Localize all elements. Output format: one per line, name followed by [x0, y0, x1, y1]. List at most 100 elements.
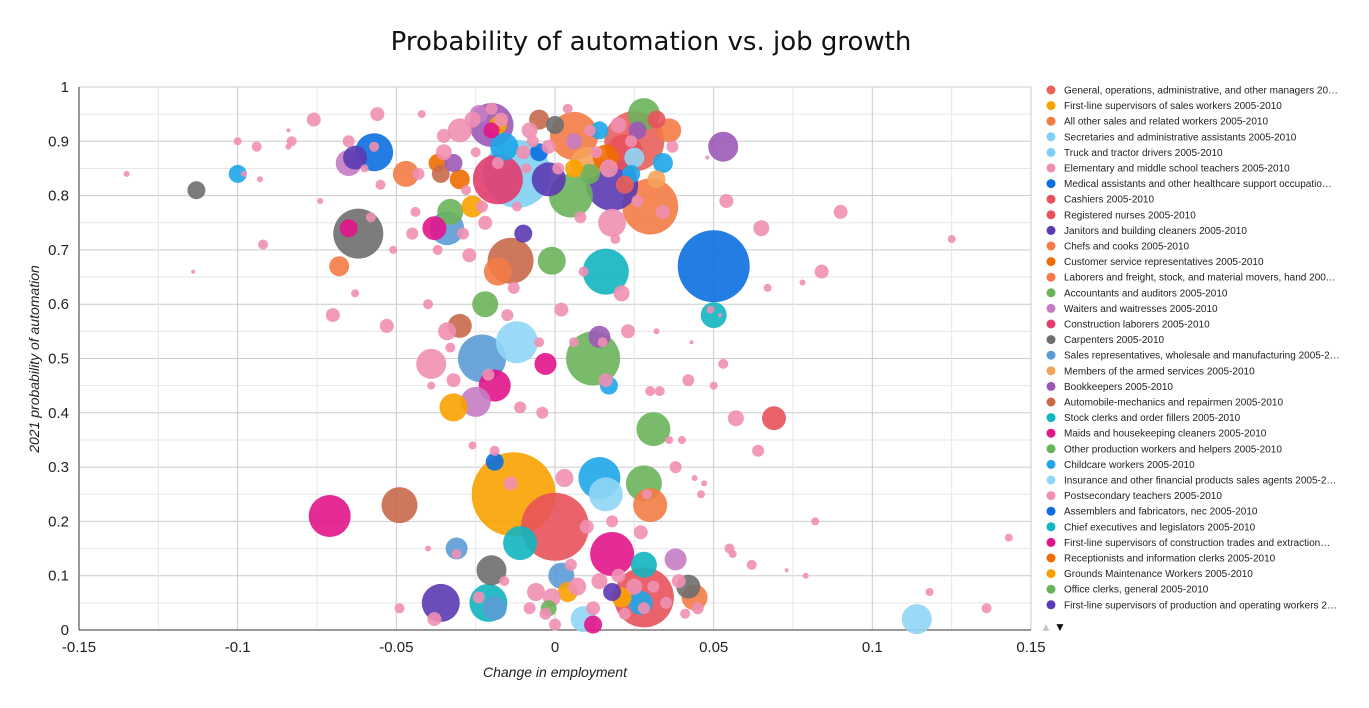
bubble[interactable] [482, 596, 507, 621]
bubble[interactable] [258, 239, 269, 250]
bubble[interactable] [666, 140, 679, 153]
bubble[interactable] [566, 133, 582, 150]
legend-item[interactable]: Office clerks, general 2005-2010 [1046, 584, 1209, 596]
legend-item[interactable]: Other production workers and helpers 200… [1046, 444, 1283, 455]
bubble[interactable] [476, 200, 488, 213]
bubble[interactable] [598, 373, 613, 388]
legend-prev-page-icon[interactable]: ▲ [1040, 620, 1052, 634]
legend-item[interactable]: Automobile-mechanics and repairmen 2005-… [1046, 397, 1284, 409]
bubble[interactable] [436, 128, 451, 143]
legend-item[interactable]: Chief executives and legislators 2005-20… [1046, 522, 1256, 533]
legend-item[interactable]: Janitors and building cleaners 2005-2010 [1046, 225, 1248, 237]
bubble[interactable] [569, 337, 579, 348]
bubble[interactable] [472, 291, 499, 318]
bubble[interactable] [468, 441, 477, 450]
bubble[interactable] [412, 167, 425, 180]
bubble[interactable] [628, 121, 647, 140]
bubble[interactable] [435, 144, 452, 161]
bubble[interactable] [489, 445, 500, 456]
bubble[interactable] [431, 164, 450, 183]
bubble[interactable] [483, 122, 500, 139]
bubble[interactable] [329, 256, 350, 277]
bubble[interactable] [445, 537, 468, 560]
bubble[interactable] [718, 313, 722, 318]
bubble[interactable] [598, 208, 627, 237]
bubble[interactable] [503, 476, 518, 491]
bubble[interactable] [360, 164, 369, 173]
bubble[interactable] [652, 153, 673, 173]
bubble[interactable] [447, 118, 472, 143]
bubble[interactable] [689, 340, 694, 345]
bubble[interactable] [677, 436, 686, 444]
legend-item[interactable]: Customer service representatives 2005-20… [1046, 257, 1264, 268]
bubble[interactable] [981, 603, 992, 614]
bubble[interactable] [664, 548, 687, 571]
bubble[interactable] [597, 337, 608, 348]
bubble[interactable] [669, 461, 682, 474]
bubble[interactable] [187, 181, 206, 200]
bubble[interactable] [317, 198, 324, 204]
bubble[interactable] [514, 224, 533, 243]
bubble[interactable] [285, 143, 292, 150]
bubble[interactable] [438, 322, 457, 341]
bubble[interactable] [494, 112, 509, 127]
bubble[interactable] [462, 248, 477, 263]
bubble[interactable] [406, 227, 419, 240]
bubble[interactable] [606, 515, 619, 528]
bubble[interactable] [541, 139, 556, 154]
legend-item[interactable]: General, operations, administrative, and… [1046, 85, 1339, 97]
bubble[interactable] [490, 132, 519, 161]
bubble[interactable] [925, 588, 934, 596]
legend-item[interactable]: Laborers and freight, stock, and materia… [1046, 272, 1336, 284]
bubble[interactable] [564, 558, 577, 571]
bubble[interactable] [654, 386, 665, 397]
bubble[interactable] [233, 137, 242, 146]
bubble[interactable] [554, 302, 569, 317]
bubble[interactable] [457, 227, 469, 240]
bubble[interactable] [339, 219, 358, 238]
bubble[interactable] [647, 580, 660, 593]
bubble[interactable] [727, 410, 744, 427]
bubble[interactable] [485, 452, 504, 471]
legend-item[interactable]: Bookkeepers 2005-2010 [1046, 381, 1174, 393]
bubble[interactable] [613, 285, 630, 302]
bubble[interactable] [421, 583, 460, 622]
legend-item[interactable]: Childcare workers 2005-2010 [1046, 459, 1196, 471]
bubble[interactable] [460, 386, 491, 417]
legend-item[interactable]: Construction laborers 2005-2010 [1046, 319, 1211, 331]
bubble[interactable] [814, 264, 829, 279]
legend-item[interactable]: Carpenters 2005-2010 [1046, 335, 1165, 346]
bubble[interactable] [645, 386, 656, 397]
legend-item[interactable]: All other sales and related workers 2005… [1046, 116, 1269, 128]
bubble[interactable] [562, 103, 573, 114]
bubble[interactable] [631, 195, 644, 207]
bubble[interactable] [603, 583, 622, 601]
bubble[interactable] [536, 406, 549, 419]
bubble[interactable] [642, 489, 652, 500]
bubble[interactable] [503, 526, 538, 561]
bubble[interactable] [705, 155, 710, 160]
legend-item[interactable]: Insurance and other financial products s… [1046, 475, 1337, 487]
legend-item[interactable]: Cashiers 2005-2010 [1046, 194, 1155, 206]
bubble[interactable] [621, 324, 635, 339]
bubble[interactable] [549, 618, 561, 631]
legend-next-page-icon[interactable]: ▼ [1054, 620, 1066, 634]
bubble[interactable] [476, 555, 507, 586]
bubble[interactable] [482, 368, 495, 381]
bubble[interactable] [451, 549, 462, 559]
bubble[interactable] [514, 401, 527, 414]
bubble[interactable] [624, 147, 645, 168]
bubble[interactable] [611, 568, 626, 583]
bubble[interactable] [308, 495, 351, 537]
bubble[interactable] [555, 469, 574, 487]
bubble[interactable] [495, 321, 538, 364]
bubble[interactable] [228, 164, 247, 183]
bubble[interactable] [706, 305, 715, 314]
bubble[interactable] [630, 551, 657, 578]
bubble[interactable] [746, 559, 757, 570]
bubble[interactable] [539, 607, 552, 620]
bubble[interactable] [461, 195, 484, 218]
bubble[interactable] [584, 615, 603, 634]
bubble[interactable] [579, 163, 600, 184]
bubble[interactable] [470, 147, 481, 158]
